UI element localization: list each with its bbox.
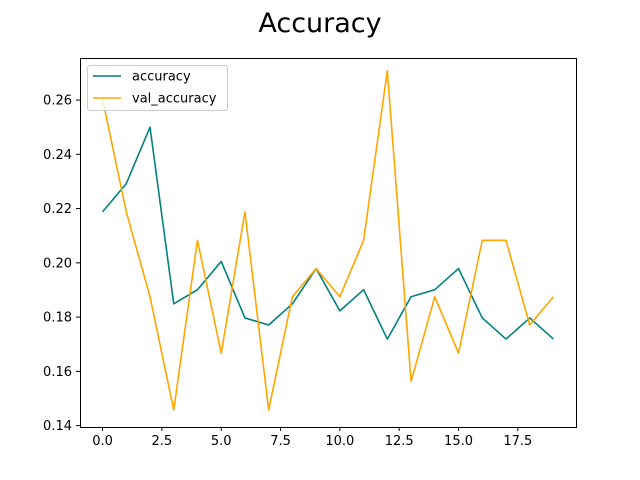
chart-title: Accuracy bbox=[258, 8, 381, 39]
y-tick-label: 0.20 bbox=[43, 256, 72, 271]
x-tick-label: 10.0 bbox=[325, 434, 354, 449]
legend: accuracy val_accuracy bbox=[87, 65, 228, 111]
series-line-val-accuracy bbox=[101, 69, 555, 411]
x-tick-label: 0.0 bbox=[92, 434, 113, 449]
x-axis: 0.0 2.5 5.0 7.5 10.0 12.5 15.0 17.5 bbox=[92, 427, 532, 449]
series-layer bbox=[101, 69, 555, 411]
y-tick-label: 0.16 bbox=[43, 365, 72, 380]
x-tick-label: 15.0 bbox=[444, 434, 473, 449]
legend-label-accuracy: accuracy bbox=[132, 70, 191, 85]
y-tick-label: 0.24 bbox=[43, 148, 72, 163]
y-tick-label: 0.26 bbox=[43, 94, 72, 109]
series-line-accuracy bbox=[101, 126, 554, 340]
legend-label-val-accuracy: val_accuracy bbox=[132, 92, 217, 107]
x-tick-label: 7.5 bbox=[270, 434, 291, 449]
plot-area-frame bbox=[80, 58, 577, 428]
x-tick-label: 12.5 bbox=[385, 434, 414, 449]
x-tick-label: 17.5 bbox=[503, 434, 532, 449]
y-tick-label: 0.18 bbox=[43, 311, 72, 326]
y-axis: 0.14 0.16 0.18 0.20 0.22 0.24 0.26 bbox=[43, 94, 80, 434]
x-tick-label: 5.0 bbox=[211, 434, 232, 449]
y-tick-label: 0.14 bbox=[43, 419, 72, 434]
x-tick-label: 2.5 bbox=[152, 434, 173, 449]
y-tick-label: 0.22 bbox=[43, 202, 72, 217]
legend-box bbox=[87, 65, 228, 111]
